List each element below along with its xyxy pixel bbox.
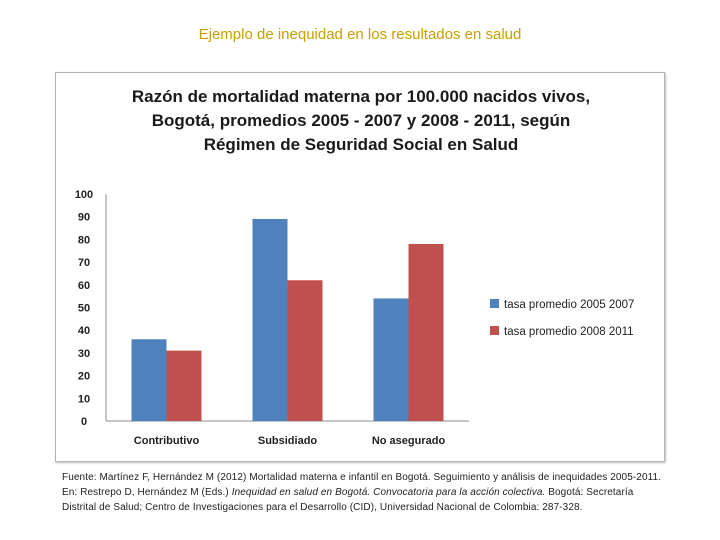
y-tick-label: 90: [78, 212, 90, 224]
y-tick-label: 70: [78, 257, 90, 269]
bar: [287, 280, 323, 421]
y-tick-label: 20: [78, 371, 90, 383]
source-text-italic: Inequidad en salud en Bogotá. Convocator…: [231, 487, 546, 498]
category-label: No asegurado: [372, 435, 446, 447]
source-text-1: Fuente: Martínez F, Hernández M (2012) M…: [62, 472, 662, 498]
source-text-2: Bogotá: Secretaría Distrital de Salud; C…: [62, 487, 634, 513]
bar-chart: 0 10 20 30 40 50 60 70 80 90 100 Contributivo Subsid…: [75, 189, 635, 447]
category-label: Subsidiado: [258, 435, 318, 447]
bar: [408, 243, 444, 421]
chart-title: Razón de mortalidad materna por 100.000 …: [131, 87, 591, 154]
category-label: Contributivo: [134, 435, 200, 447]
y-tick-label: 10: [78, 393, 90, 405]
y-tick-label: 80: [78, 234, 90, 246]
legend-label: tasa promedio 2008 2011: [504, 326, 634, 338]
chart-frame: Razón de mortalidad materna por 100.000 …: [55, 72, 665, 462]
y-tick-label: 30: [78, 348, 90, 360]
legend-swatch: [490, 299, 499, 308]
y-tick-label: 50: [78, 303, 90, 315]
source-note: Fuente: Martínez F, Hernández M (2012) M…: [62, 470, 662, 515]
bar: [166, 350, 202, 421]
y-tick-label: 60: [78, 280, 90, 292]
bar: [131, 339, 167, 421]
bar: [373, 298, 409, 421]
legend-swatch: [490, 326, 499, 335]
slide-title: Ejemplo de inequidad en los resultados e…: [198, 26, 522, 43]
y-tick-label: 0: [81, 416, 87, 428]
y-tick-label: 100: [75, 189, 93, 201]
y-tick-label: 40: [78, 325, 90, 337]
bar: [252, 218, 288, 421]
legend-label: tasa promedio 2005 2007: [504, 299, 634, 311]
